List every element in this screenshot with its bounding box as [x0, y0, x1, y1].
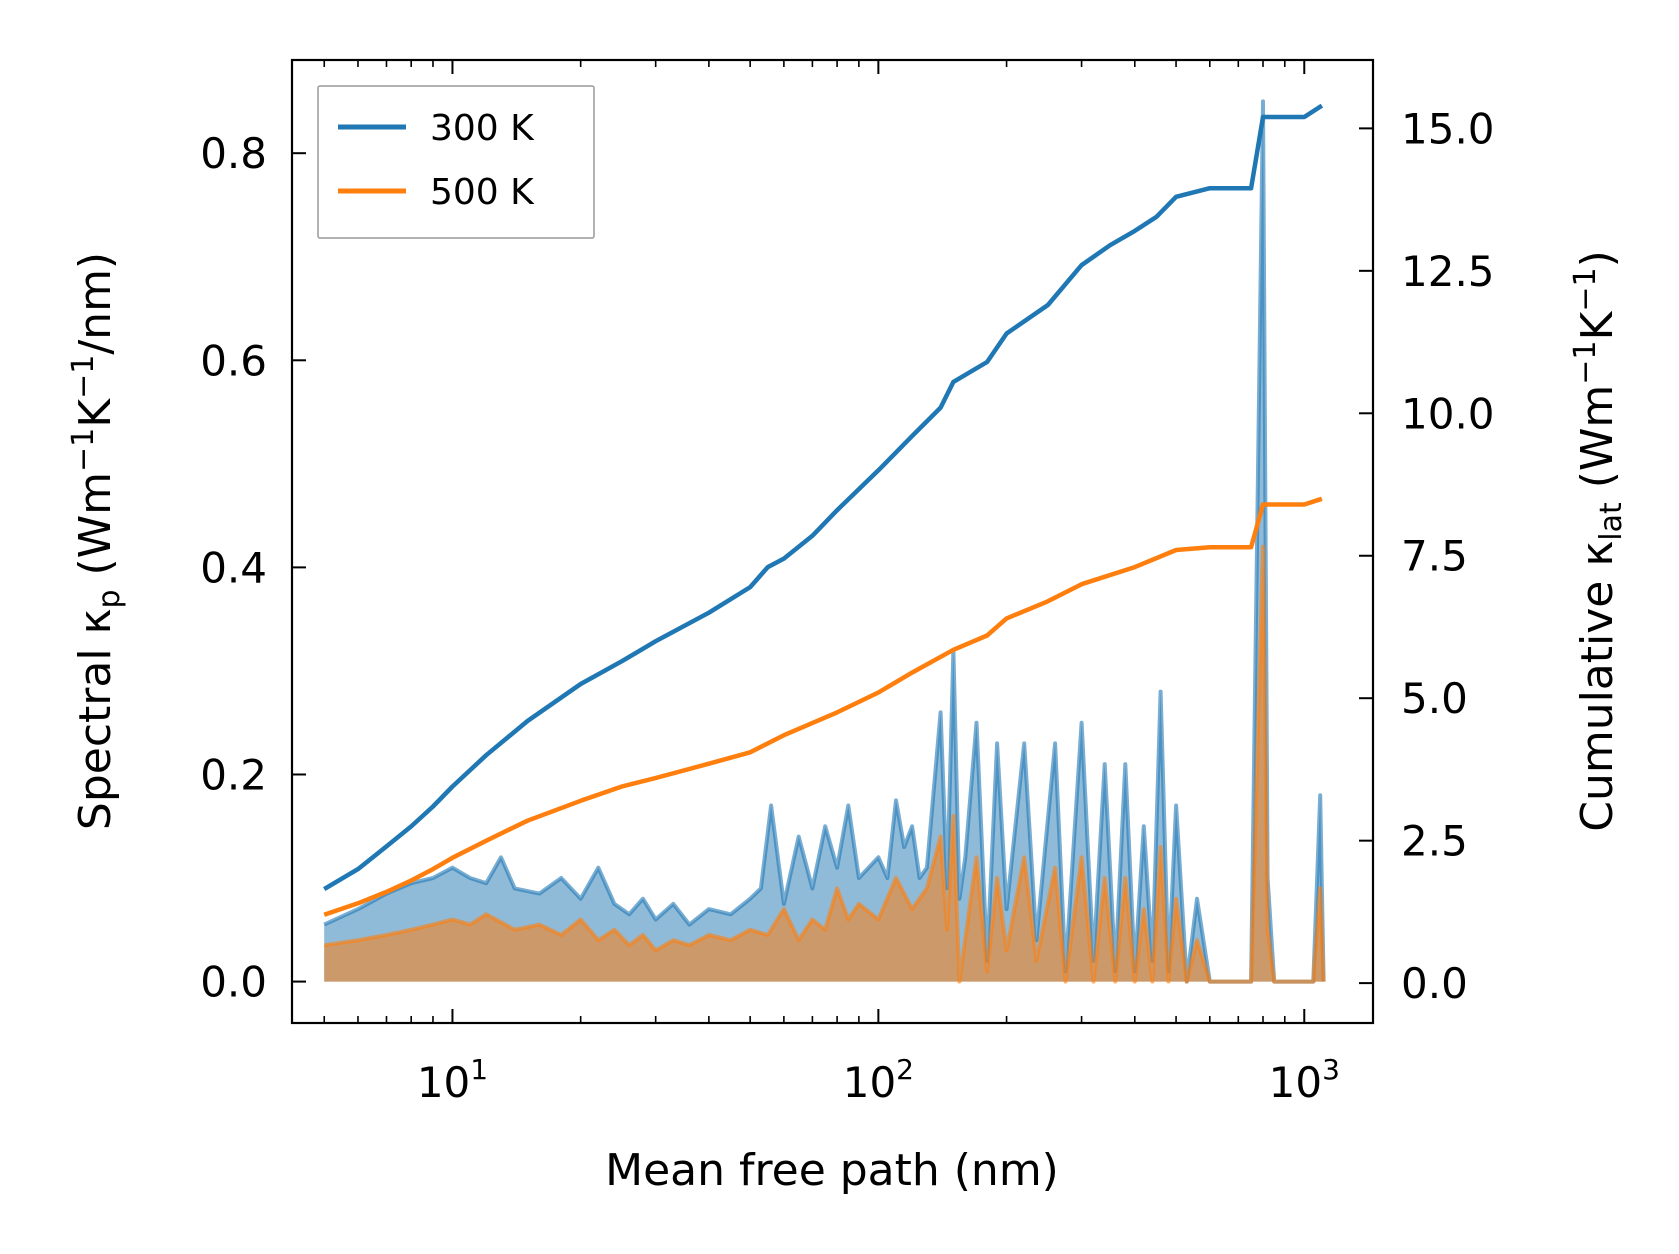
spectral-area-300k	[324, 101, 1324, 982]
y-left-tick-label: 0.6	[200, 336, 267, 385]
axes-frame	[290, 58, 1375, 1025]
legend-frame	[317, 85, 595, 239]
cumulative-line-500k	[323, 496, 1323, 917]
y-right-tick-label: 7.5	[1401, 532, 1468, 581]
plot-area	[323, 99, 1326, 984]
x-axis-label: Mean free path (nm)	[605, 1145, 1059, 1196]
y-right-tick-label: 2.5	[1401, 817, 1468, 866]
y-right-tick-label: 15.0	[1401, 104, 1495, 153]
x-tick-label: 102	[843, 1053, 914, 1107]
y-left-tick-label: 0.4	[200, 543, 267, 592]
legend-label-300k: 300 K	[430, 108, 535, 149]
ticks: 101 102 103 0.0 0.2 0.4 0.6 0.8 0.0 2.5 5.0 7.5 10.0…	[200, 60, 1495, 1107]
x-tick-label: 101	[417, 1053, 488, 1107]
y-right-tick-label: 5.0	[1401, 674, 1468, 723]
y-right-tick-label: 10.0	[1401, 389, 1495, 438]
y-left-axis-label: Spectral κp (Wm−1K−1/nm)	[66, 252, 127, 830]
x-tick-label: 103	[1269, 1053, 1340, 1107]
y-right-axis-label: Cumulative κlat (Wm−1K−1)	[1568, 250, 1629, 832]
legend-label-500k: 500 K	[430, 172, 535, 213]
y-right-tick-label: 12.5	[1401, 247, 1495, 296]
spectral-line-500k	[323, 544, 1326, 984]
y-left-tick-label: 0.2	[200, 750, 267, 799]
y-left-tick-label: 0.8	[200, 129, 267, 178]
spectral-area-500k	[324, 546, 1324, 982]
spectral-line-300k	[323, 99, 1326, 984]
y-left-tick-label: 0.0	[200, 958, 267, 1007]
y-right-tick-label: 0.0	[1401, 959, 1468, 1008]
cumulative-line-300k	[323, 103, 1324, 892]
legend: 300 K 500 K	[317, 85, 595, 239]
